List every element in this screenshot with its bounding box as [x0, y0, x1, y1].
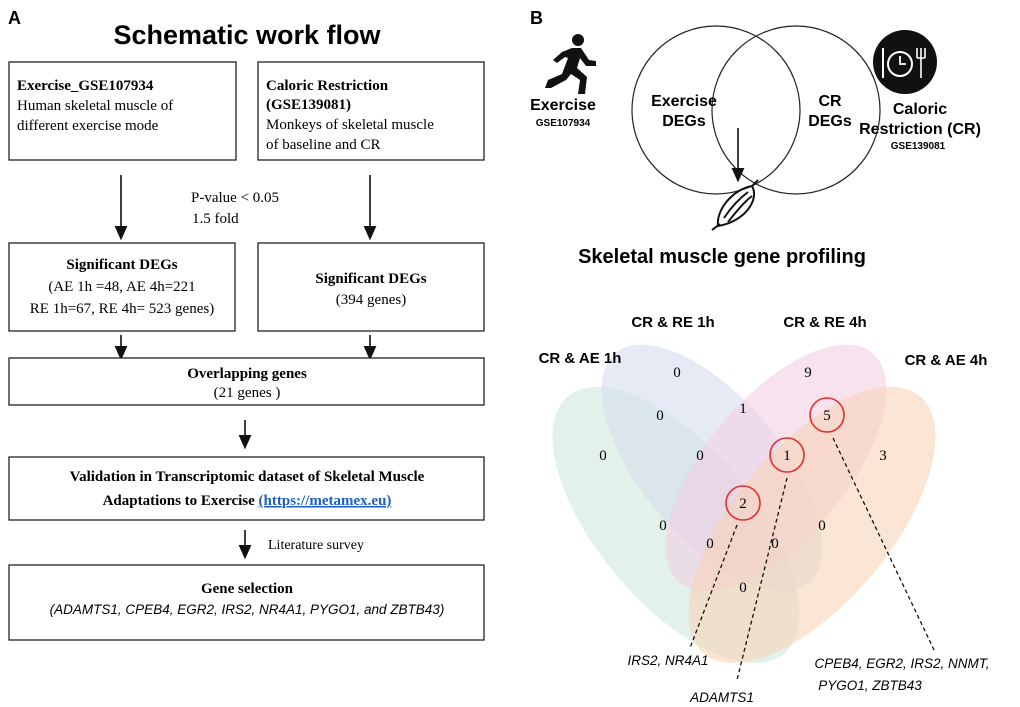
- exercise-box-line1: Human skeletal muscle of: [17, 98, 173, 114]
- set-label-cr-re-4h: CR & RE 4h: [783, 314, 866, 331]
- venn-count: 0: [656, 408, 664, 424]
- venn-count: 0: [706, 536, 714, 552]
- cr-degs-line1: (394 genes): [336, 292, 406, 308]
- metamex-link[interactable]: (https://metamex.eu): [259, 493, 392, 509]
- panel-b-letter: B: [530, 8, 543, 28]
- ex-degs-line2: RE 1h=67, RE 4h= 523 genes): [30, 301, 214, 317]
- validation-line2: Adaptations to Exercise (https://metamex…: [103, 493, 392, 509]
- exercise-degs-circle: [631, 25, 801, 195]
- profiling-title: Skeletal muscle gene profiling: [578, 246, 866, 268]
- highlight-circle: [809, 397, 845, 433]
- venn-count: 0: [696, 448, 704, 464]
- plate-clock-cutlery-icon: [873, 30, 937, 94]
- venn-count: 1: [739, 401, 747, 417]
- muscle-icon: [711, 179, 759, 231]
- venn-count: 3: [879, 448, 887, 464]
- exercise-box-line2: different exercise mode: [17, 118, 159, 134]
- validation-box: Validation in Transcriptomic dataset of …: [8, 456, 485, 521]
- set-label-cr-ae-1h: CR & AE 1h: [539, 350, 622, 367]
- cr-degs-label-2: DEGs: [808, 113, 852, 130]
- validation-line1: Validation in Transcriptomic dataset of …: [70, 469, 425, 485]
- gene-selection-title: Gene selection: [201, 581, 294, 597]
- cr-box-line1: Monkeys of skeletal muscle: [266, 117, 434, 133]
- cr-box-id: (GSE139081): [266, 97, 351, 113]
- exercise-degs-box: Significant DEGs (AE 1h =48, AE 4h=221 R…: [8, 242, 236, 332]
- venn-count: 0: [659, 518, 667, 534]
- annotation-genes-5-line2: PYGO1, ZBTB43: [818, 678, 922, 693]
- panel-a-letter: A: [8, 8, 21, 28]
- highlight-circle: [769, 437, 805, 473]
- venn-count: 0: [771, 536, 779, 552]
- criteria-pvalue: P-value < 0.05: [191, 190, 279, 206]
- venn-count: 0: [818, 518, 826, 534]
- venn-count: 2: [739, 496, 747, 512]
- runner-icon: [545, 34, 596, 94]
- highlight-circle: [725, 485, 761, 521]
- cr-dataset-id: GSE139081: [891, 141, 946, 152]
- cr-box-line2: of baseline and CR: [266, 137, 381, 153]
- validation-line2-text: Adaptations to Exercise: [103, 493, 259, 509]
- annotation-lines: [689, 437, 936, 681]
- annotation-genes-2: IRS2, NR4A1: [627, 653, 708, 668]
- venn-count: 9: [804, 365, 812, 381]
- exercise-dataset-id: GSE107934: [536, 118, 591, 129]
- gene-selection-box: Gene selection (ADAMTS1, CPEB4, EGR2, IR…: [8, 564, 485, 641]
- overlap-title: Overlapping genes: [187, 366, 307, 382]
- venn-count: 5: [823, 408, 831, 424]
- set-label-cr-re-1h: CR & RE 1h: [631, 314, 714, 331]
- annotation-line-5: [832, 437, 936, 653]
- annotation-genes-5-line1: CPEB4, EGR2, IRS2, NNMT,: [814, 656, 989, 671]
- exercise-degs-label-2: DEGs: [662, 113, 706, 130]
- ellipse-cr-ae-4h: [688, 386, 936, 664]
- overlap-count: (21 genes ): [214, 385, 281, 401]
- cr-degs-circle: [711, 25, 881, 195]
- cr-degs-title: Significant DEGs: [315, 271, 426, 287]
- literature-survey-label: Literature survey: [268, 538, 364, 553]
- cr-box: Caloric Restriction (GSE139081) Monkeys …: [257, 61, 485, 161]
- overlap-box: Overlapping genes (21 genes ): [8, 357, 485, 406]
- exercise-box: Exercise_GSE107934 Human skeletal muscle…: [8, 61, 237, 161]
- exercise-label: Exercise: [530, 97, 596, 114]
- gene-selection-list: (ADAMTS1, CPEB4, EGR2, IRS2, NR4A1, PYGO…: [50, 602, 445, 617]
- exercise-degs-label-1: Exercise: [651, 93, 717, 110]
- criteria-fold: 1.5 fold: [192, 211, 239, 227]
- cr-degs-box: Significant DEGs (394 genes): [257, 242, 485, 332]
- cr-label-line1: Caloric: [893, 101, 947, 118]
- venn-count: 1: [783, 448, 791, 464]
- exercise-box-title: Exercise_GSE107934: [17, 78, 154, 94]
- workflow-title: Schematic work flow: [113, 20, 381, 50]
- ex-degs-line1: (AE 1h =48, AE 4h=221: [48, 279, 195, 295]
- panel-a: A Schematic work flow Exercise_GSE107934…: [8, 8, 485, 641]
- cr-degs-label-1: CR: [818, 93, 842, 110]
- annotation-line-2: [689, 524, 738, 649]
- set-label-cr-ae-4h: CR & AE 4h: [905, 352, 988, 369]
- venn-diagram: 0 9 0 1 5 0 0 1 3 2 0 0 0 0 0: [552, 344, 936, 664]
- venn-count: 0: [599, 448, 607, 464]
- cr-label-line2: Restriction (CR): [859, 121, 981, 138]
- venn-count: 0: [739, 580, 747, 596]
- annotation-genes-1: ADAMTS1: [689, 690, 754, 705]
- venn-count: 0: [673, 365, 681, 381]
- ex-degs-title: Significant DEGs: [66, 257, 177, 273]
- cr-box-title: Caloric Restriction: [266, 78, 389, 94]
- panel-b: B Exercise GSE107934 Caloric Restriction…: [530, 8, 990, 705]
